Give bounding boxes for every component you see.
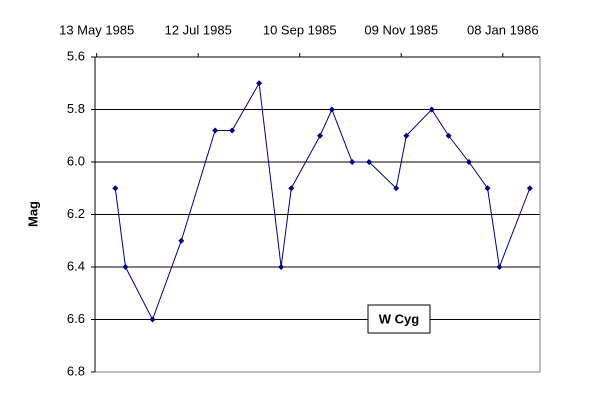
y-tick-label: 5.6 [67,48,85,63]
x-tick-label: 10 Sep 1985 [263,22,337,37]
y-tick-label: 6.6 [67,311,85,326]
marker [288,185,295,192]
marker [428,106,435,113]
marker [256,80,263,87]
marker [496,264,503,270]
y-tick-label: 5.8 [67,101,85,116]
marker [212,127,219,134]
marker [465,159,472,165]
marker [112,185,119,192]
x-tick-label: 09 Nov 1985 [364,22,438,37]
marker [349,159,356,165]
marker [393,185,400,192]
y-tick-label: 6.0 [67,153,85,168]
marker [149,316,156,323]
marker [229,127,236,134]
marker [178,237,185,244]
marker [403,132,410,139]
marker [366,159,373,165]
y-tick-label: 6.8 [67,363,85,378]
x-tick-label: 08 Jan 1986 [467,22,539,37]
y-axis-label: Mag [25,201,40,227]
x-tick-label: 13 May 1985 [59,22,134,37]
x-tick-label: 12 Jul 1985 [165,22,232,37]
marker [526,185,533,192]
marker [328,106,335,113]
marker [278,264,285,270]
legend-label: W Cyg [379,311,420,326]
marker [445,132,452,139]
y-tick-label: 6.2 [67,206,85,221]
legend-box [367,304,431,334]
marker [122,264,129,270]
marker [484,185,491,192]
marker [317,132,324,139]
y-tick-label: 6.4 [67,258,85,273]
